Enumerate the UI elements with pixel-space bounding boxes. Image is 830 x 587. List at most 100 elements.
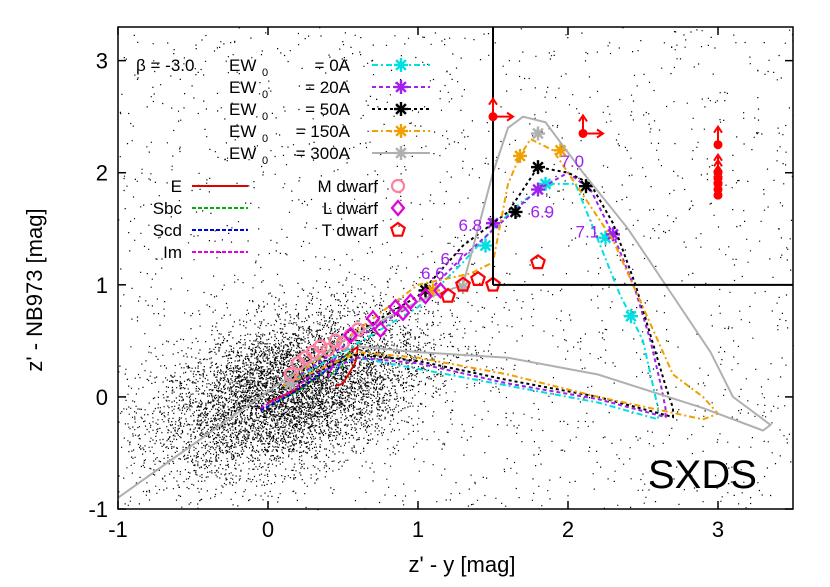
- legend-qso-value: = 300A: [296, 144, 351, 163]
- x-tick-label: -1: [108, 517, 128, 542]
- legend-qso-marker: [394, 124, 408, 138]
- arrow-up-head: [713, 124, 723, 134]
- star-stroke: [395, 103, 407, 115]
- legend-galaxy-label: Sbc: [153, 199, 183, 218]
- background-dots: [118, 27, 794, 511]
- arrow-up-head: [713, 164, 723, 173]
- x-tick-label: 3: [712, 517, 724, 542]
- redshift-label: 7.0: [561, 152, 585, 171]
- legend-row-qso: EW 0 = 20A: [229, 78, 430, 101]
- star-stroke: [532, 161, 544, 173]
- legend-qso-sub: 0: [262, 155, 268, 167]
- legend-qso-sub: 0: [262, 133, 268, 145]
- legend-dwarf-marker: [390, 221, 406, 237]
- candidate: [578, 113, 605, 139]
- legend-qso-value: = 20A: [305, 78, 351, 97]
- redshift-label: 6.6: [421, 264, 445, 283]
- x-tick-label: 0: [262, 517, 274, 542]
- redshift-labels: 6.66.7 6.8 6.9 7.0 7.1: [421, 152, 599, 283]
- legend-row-galaxy: Im: [163, 243, 248, 262]
- dwarf-diamond: [373, 320, 388, 339]
- legend-row-qso: EW 0 = 300A: [229, 144, 430, 167]
- legend-dwarf-marker: [390, 199, 406, 217]
- dwarf-pentagon: [530, 254, 546, 270]
- y-tick-label: 1: [96, 273, 108, 298]
- dwarf-diamond: [433, 281, 448, 300]
- star-stroke: [607, 228, 619, 241]
- dwarf-diamond: [388, 298, 403, 316]
- legend-qso-value: = 150A: [296, 122, 351, 141]
- qso-marker: [538, 176, 553, 191]
- arrow-up-head: [713, 175, 723, 184]
- legend-qso-ew: EW: [229, 56, 256, 75]
- candidate: [713, 175, 723, 200]
- qso-marker: [513, 148, 527, 163]
- star-stroke: [479, 239, 492, 252]
- legend: β = -3.0 EW 0 = 0A EW 0 = 20A EW 0 = 50A EW 0 = 150A…: [136, 56, 430, 262]
- star-stroke: [532, 183, 544, 196]
- x-axis-label: z' - y [mag]: [409, 552, 516, 577]
- legend-qso-ew: EW: [229, 144, 256, 163]
- arrow-right-head: [596, 128, 605, 139]
- axes: -1 0 1 2 3 -1 0 1 2 3: [88, 26, 794, 542]
- legend-qso-value: = 50A: [305, 100, 351, 119]
- redshift-label: 6.7: [441, 250, 465, 269]
- arrow-up-head: [713, 152, 723, 162]
- candidate: [713, 124, 723, 150]
- star-stroke: [395, 125, 407, 137]
- dwarf-circle: [283, 367, 298, 382]
- dwarf-pentagon: [440, 287, 456, 303]
- star-stroke: [514, 150, 526, 162]
- y-tick-label: 0: [96, 385, 108, 410]
- arrow-up-head: [713, 158, 723, 167]
- x-tick-label: 2: [562, 517, 574, 542]
- legend-qso-sub: 0: [262, 67, 268, 79]
- y-tick-label: -1: [88, 497, 108, 522]
- dwarf-points: [283, 254, 546, 382]
- star-stroke: [395, 81, 407, 93]
- star-stroke: [509, 206, 522, 218]
- legend-galaxy-label: Scd: [153, 221, 182, 240]
- panel-label: SXDS: [648, 453, 757, 497]
- dwarf-diamond: [343, 326, 358, 344]
- legend-dwarf-label: M dwarf: [318, 177, 379, 196]
- dwarf-circle: [328, 333, 343, 348]
- redshift-label: 6.9: [531, 203, 555, 222]
- dwarf-pentagon: [485, 276, 501, 292]
- plot-frame: [117, 26, 794, 510]
- legend-galaxy-label: Im: [163, 243, 182, 262]
- legend-qso-sub: 0: [262, 89, 268, 101]
- x-tick-label: 1: [412, 517, 424, 542]
- legend-qso-ew: EW: [229, 78, 256, 97]
- star-stroke: [625, 310, 637, 322]
- selection-box: [492, 27, 793, 286]
- legend-row-galaxy: E: [171, 177, 248, 196]
- legend-qso-ew: EW: [229, 100, 256, 119]
- legend-qso-sub: 0: [262, 111, 268, 123]
- legend-row-dwarf: L dwarf: [323, 199, 406, 218]
- y-tick-label: 3: [96, 49, 108, 74]
- legend-row-galaxy: Scd: [153, 221, 248, 240]
- dwarf-pentagon: [455, 276, 471, 292]
- legend-dwarf-label: L dwarf: [323, 199, 378, 218]
- arrow-up-head: [578, 113, 588, 123]
- dwarf-circle: [320, 342, 336, 357]
- qso-marker: [531, 126, 545, 141]
- star-stroke: [395, 147, 407, 159]
- arrow-up-head: [713, 169, 723, 179]
- legend-qso-marker: [394, 58, 408, 72]
- legend-qso-marker: [394, 80, 408, 94]
- arrow-up-head: [488, 96, 498, 106]
- legend-qso-marker: [394, 146, 408, 160]
- star-stroke: [395, 59, 407, 71]
- star-stroke: [532, 127, 544, 140]
- dwarf-diamond: [418, 287, 433, 305]
- qso-marker: [478, 238, 493, 253]
- y-axis-label: z' - NB973 [mag]: [22, 208, 47, 371]
- legend-qso-ew: EW: [229, 122, 256, 141]
- qso-marker: [531, 182, 545, 197]
- legend-row-dwarf: T dwarf: [322, 221, 406, 240]
